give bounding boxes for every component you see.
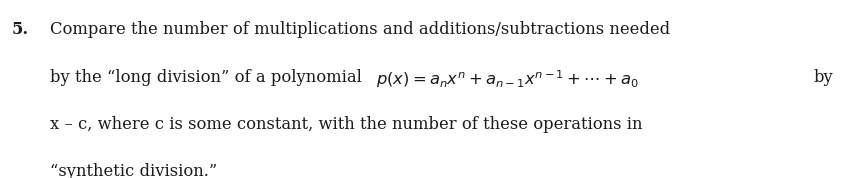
Text: x – c, where c is some constant, with the number of these operations in: x – c, where c is some constant, with th…	[50, 116, 643, 133]
Text: by: by	[814, 69, 834, 86]
Text: $p(x)=a_n x^n+a_{n-1}x^{n-1}+\cdots+a_0$: $p(x)=a_n x^n+a_{n-1}x^{n-1}+\cdots+a_0$	[376, 69, 638, 90]
Text: by the “long division” of a polynomial: by the “long division” of a polynomial	[50, 69, 367, 86]
Text: “synthetic division.”: “synthetic division.”	[50, 163, 218, 178]
Text: 5.: 5.	[11, 21, 29, 38]
Text: Compare the number of multiplications and additions/subtractions needed: Compare the number of multiplications an…	[50, 21, 670, 38]
